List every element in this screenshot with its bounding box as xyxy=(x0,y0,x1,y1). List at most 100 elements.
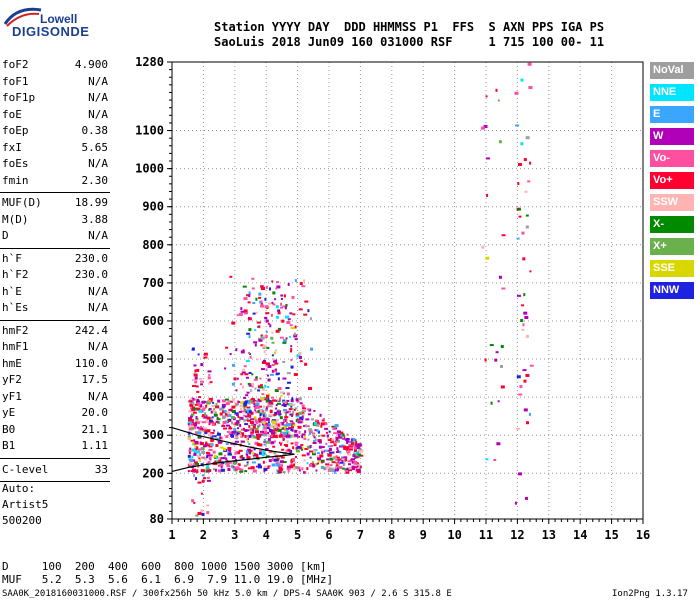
echo-point xyxy=(216,432,221,436)
echo-point xyxy=(190,398,193,401)
echo-point xyxy=(308,432,311,436)
echo-point xyxy=(348,444,352,448)
echo-point xyxy=(271,369,274,373)
echo-point xyxy=(311,418,315,421)
echo-point xyxy=(242,349,245,352)
echo-point xyxy=(282,452,287,456)
echo-point xyxy=(267,378,271,381)
echo-point xyxy=(221,399,226,403)
echo-point xyxy=(282,435,285,439)
param-name: fmin xyxy=(2,173,29,187)
echo-point xyxy=(291,425,295,429)
echo-point xyxy=(217,463,221,466)
echo-point xyxy=(258,443,263,447)
echo-point xyxy=(282,360,286,363)
echo-point xyxy=(319,454,324,458)
echo-point xyxy=(283,425,288,429)
echo-point xyxy=(246,429,250,432)
y-tick-label: 1280 xyxy=(135,55,164,69)
echo-point xyxy=(290,345,293,348)
echo-point xyxy=(294,461,297,464)
echo-point xyxy=(331,461,336,464)
echo-point xyxy=(306,445,311,449)
echo-point xyxy=(299,402,303,405)
param-name: M(D) xyxy=(2,212,29,226)
param-name: yF1 xyxy=(2,389,22,403)
x-tick-label: 6 xyxy=(325,528,332,542)
echo-point xyxy=(245,376,249,379)
echo-point xyxy=(295,449,300,453)
echo-point xyxy=(202,407,207,410)
echo-point xyxy=(203,477,207,480)
echo-point xyxy=(308,450,313,453)
echo-point xyxy=(521,304,525,307)
echo-point xyxy=(297,435,301,438)
echo-point xyxy=(495,351,499,354)
echo-point xyxy=(312,452,317,456)
echo-point xyxy=(246,417,249,421)
echo-point xyxy=(292,424,296,427)
echo-point xyxy=(242,411,245,414)
echo-point xyxy=(289,403,292,406)
echo-point xyxy=(275,462,280,465)
echo-point xyxy=(194,376,198,380)
echo-point xyxy=(272,291,276,295)
echo-point xyxy=(341,459,344,462)
echo-point xyxy=(225,442,229,445)
echo-point xyxy=(524,496,528,500)
echo-point xyxy=(267,364,272,368)
echo-point xyxy=(254,343,257,347)
echo-point xyxy=(256,442,260,446)
echo-point xyxy=(222,415,227,419)
param-name: hmF1 xyxy=(2,340,29,353)
echo-point xyxy=(256,437,260,441)
echo-point xyxy=(323,422,328,426)
param-name: hmF2 xyxy=(2,323,29,337)
echo-point xyxy=(271,457,274,460)
echo-point xyxy=(516,294,521,297)
echo-point xyxy=(217,464,220,467)
echo-point xyxy=(287,448,291,452)
echo-point xyxy=(250,383,255,386)
echo-point xyxy=(285,411,289,414)
x-tick-label: 10 xyxy=(447,528,461,542)
param-value: N/A xyxy=(88,74,108,88)
param-value: 20.0 xyxy=(81,406,109,419)
echo-point xyxy=(201,415,204,418)
echo-point xyxy=(191,426,195,430)
echo-point xyxy=(285,304,288,308)
echo-point xyxy=(318,440,322,444)
echo-point xyxy=(350,442,354,446)
echo-point xyxy=(313,409,316,412)
echo-point xyxy=(223,447,227,451)
echo-point xyxy=(520,319,524,323)
echo-point xyxy=(265,418,270,422)
param-row: hmF2 242.4 xyxy=(2,324,108,338)
echo-point xyxy=(248,371,252,374)
echo-point xyxy=(312,442,317,445)
echo-point xyxy=(312,432,316,435)
echo-point xyxy=(258,292,262,296)
echo-point xyxy=(500,345,504,349)
echo-point xyxy=(205,469,208,473)
echo-point xyxy=(208,421,213,424)
echo-point xyxy=(351,458,356,461)
echo-point xyxy=(198,396,202,399)
echo-point xyxy=(268,302,272,305)
echo-point xyxy=(298,411,303,415)
y-tick-label: 700 xyxy=(142,276,164,290)
echo-point xyxy=(212,410,216,414)
echo-point xyxy=(255,311,258,314)
echo-point xyxy=(190,406,193,410)
echo-point xyxy=(261,287,266,291)
echo-point xyxy=(275,372,280,375)
echo-point xyxy=(297,425,302,429)
echo-point xyxy=(252,428,255,432)
echo-point xyxy=(275,329,280,333)
echo-point xyxy=(263,426,267,430)
echo-point xyxy=(294,466,299,470)
echo-point xyxy=(286,440,289,444)
echo-point xyxy=(275,287,278,290)
echo-point xyxy=(231,398,235,402)
param-name: fxI xyxy=(2,140,22,154)
